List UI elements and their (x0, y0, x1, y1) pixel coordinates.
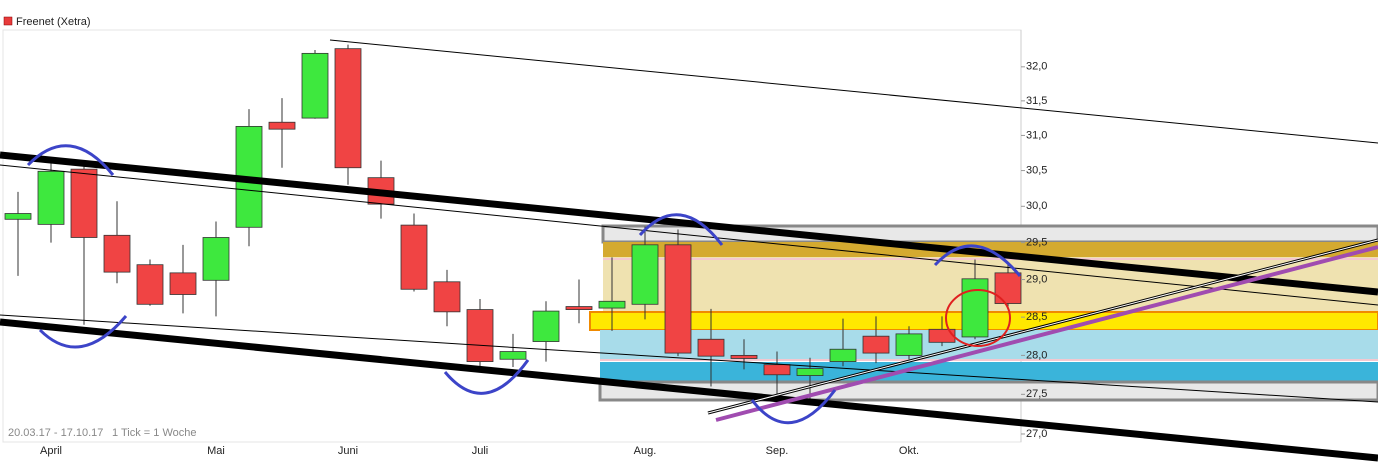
y-tick-label: 30,0 (1026, 200, 1047, 212)
wave (933, 244, 1022, 277)
y-tick-label: 29,5 (1026, 237, 1047, 249)
candle-body (466, 309, 494, 362)
candle-body (664, 244, 692, 354)
legend-label: Freenet (Xetra) (16, 16, 91, 28)
candle-body (961, 278, 989, 338)
candle-body (565, 306, 593, 310)
legend-swatch (3, 16, 13, 26)
y-tick-label: 32,0 (1026, 61, 1047, 73)
candle-body (433, 281, 461, 313)
zone (598, 380, 1378, 402)
candle-body (268, 121, 296, 130)
x-tick-label: Okt. (899, 445, 919, 457)
candle-body (631, 244, 659, 305)
candle-body (169, 272, 197, 295)
trend-line (0, 314, 1378, 403)
candle-body (994, 272, 1022, 304)
candle-body (499, 351, 527, 360)
candle-body (103, 234, 131, 273)
trend-line (0, 151, 1378, 296)
candle-body (202, 237, 230, 281)
highlight-circle (945, 289, 1011, 347)
trend-line (715, 245, 1378, 422)
candle-body (70, 168, 98, 238)
candle-body (730, 354, 758, 359)
wave (26, 144, 115, 176)
candle-body (400, 224, 428, 290)
trend-line (707, 239, 1378, 414)
candle-body (763, 364, 791, 376)
wave (38, 315, 128, 349)
trend-line (0, 164, 1378, 306)
wave (638, 213, 724, 246)
candle-body (829, 348, 857, 362)
candle-body (895, 333, 923, 356)
candle-body (697, 338, 725, 357)
x-tick-label: Aug. (634, 445, 657, 457)
candle-body (334, 48, 362, 169)
x-tick-label: April (40, 445, 62, 457)
date-range: 20.03.17 - 17.10.17 (8, 427, 103, 439)
x-tick-label: Juni (338, 445, 358, 457)
y-tick-label: 28,5 (1026, 311, 1047, 323)
candle-body (862, 335, 890, 354)
candle-body (136, 264, 164, 305)
candles (4, 44, 1022, 402)
y-tick-label: 27,5 (1026, 388, 1047, 400)
trend-line (0, 318, 1378, 462)
y-tick-label: 27,0 (1026, 428, 1047, 440)
candle-body (796, 368, 824, 376)
y-tick-label: 31,0 (1026, 129, 1047, 141)
x-tick-label: Mai (207, 445, 225, 457)
y-tick-label: 30,5 (1026, 164, 1047, 176)
candle-body (4, 213, 32, 220)
wave (750, 389, 837, 425)
drawings (0, 39, 1378, 462)
y-tick-label: 31,5 (1026, 95, 1047, 107)
candle-body (532, 310, 560, 342)
tick-note: 1 Tick = 1 Woche (112, 427, 196, 439)
candle-body (301, 52, 329, 119)
candle-body (37, 170, 65, 225)
y-tick-label: 29,0 (1026, 273, 1047, 285)
candle-body (598, 300, 626, 309)
y-tick-label: 28,0 (1026, 349, 1047, 361)
candle-body (928, 328, 956, 343)
zone (600, 362, 1378, 382)
x-tick-label: Juli (472, 445, 489, 457)
x-tick-label: Sep. (766, 445, 789, 457)
wave (443, 359, 530, 395)
trend-line (329, 39, 1378, 144)
zone (603, 257, 1378, 312)
